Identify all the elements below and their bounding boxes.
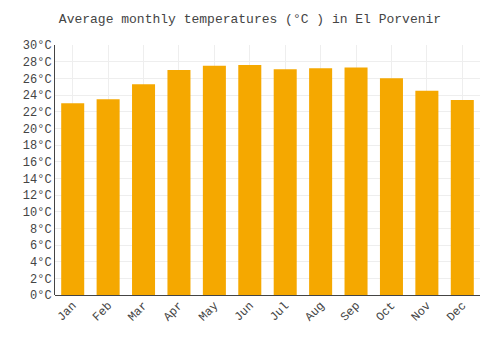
svg-text:30°C: 30°C — [23, 39, 52, 53]
svg-text:26°C: 26°C — [23, 73, 52, 87]
svg-text:2°C: 2°C — [30, 273, 52, 287]
svg-text:Feb: Feb — [90, 299, 115, 324]
svg-text:Jan: Jan — [55, 299, 80, 324]
svg-text:6°C: 6°C — [30, 239, 52, 253]
svg-text:Dec: Dec — [444, 299, 469, 324]
svg-text:Jul: Jul — [267, 299, 292, 324]
svg-text:Jun: Jun — [232, 299, 257, 324]
svg-text:16°C: 16°C — [23, 156, 52, 170]
svg-text:Aug: Aug — [303, 299, 328, 324]
svg-text:Apr: Apr — [161, 299, 186, 324]
svg-text:May: May — [196, 299, 221, 324]
svg-text:Oct: Oct — [373, 299, 398, 324]
svg-text:14°C: 14°C — [23, 173, 52, 187]
svg-text:0°C: 0°C — [30, 289, 52, 303]
svg-text:Nov: Nov — [409, 299, 434, 324]
svg-text:8°C: 8°C — [30, 223, 52, 237]
svg-text:Mar: Mar — [125, 299, 150, 324]
svg-text:18°C: 18°C — [23, 139, 52, 153]
svg-text:Sep: Sep — [338, 299, 363, 324]
svg-text:10°C: 10°C — [23, 206, 52, 220]
svg-text:12°C: 12°C — [23, 189, 52, 203]
svg-text:20°C: 20°C — [23, 123, 52, 137]
svg-text:4°C: 4°C — [30, 256, 52, 270]
svg-text:28°C: 28°C — [23, 56, 52, 70]
svg-text:Average monthly temperatures (: Average monthly temperatures (°C ) in El… — [59, 12, 441, 27]
svg-text:22°C: 22°C — [23, 106, 52, 120]
svg-text:24°C: 24°C — [23, 89, 52, 103]
